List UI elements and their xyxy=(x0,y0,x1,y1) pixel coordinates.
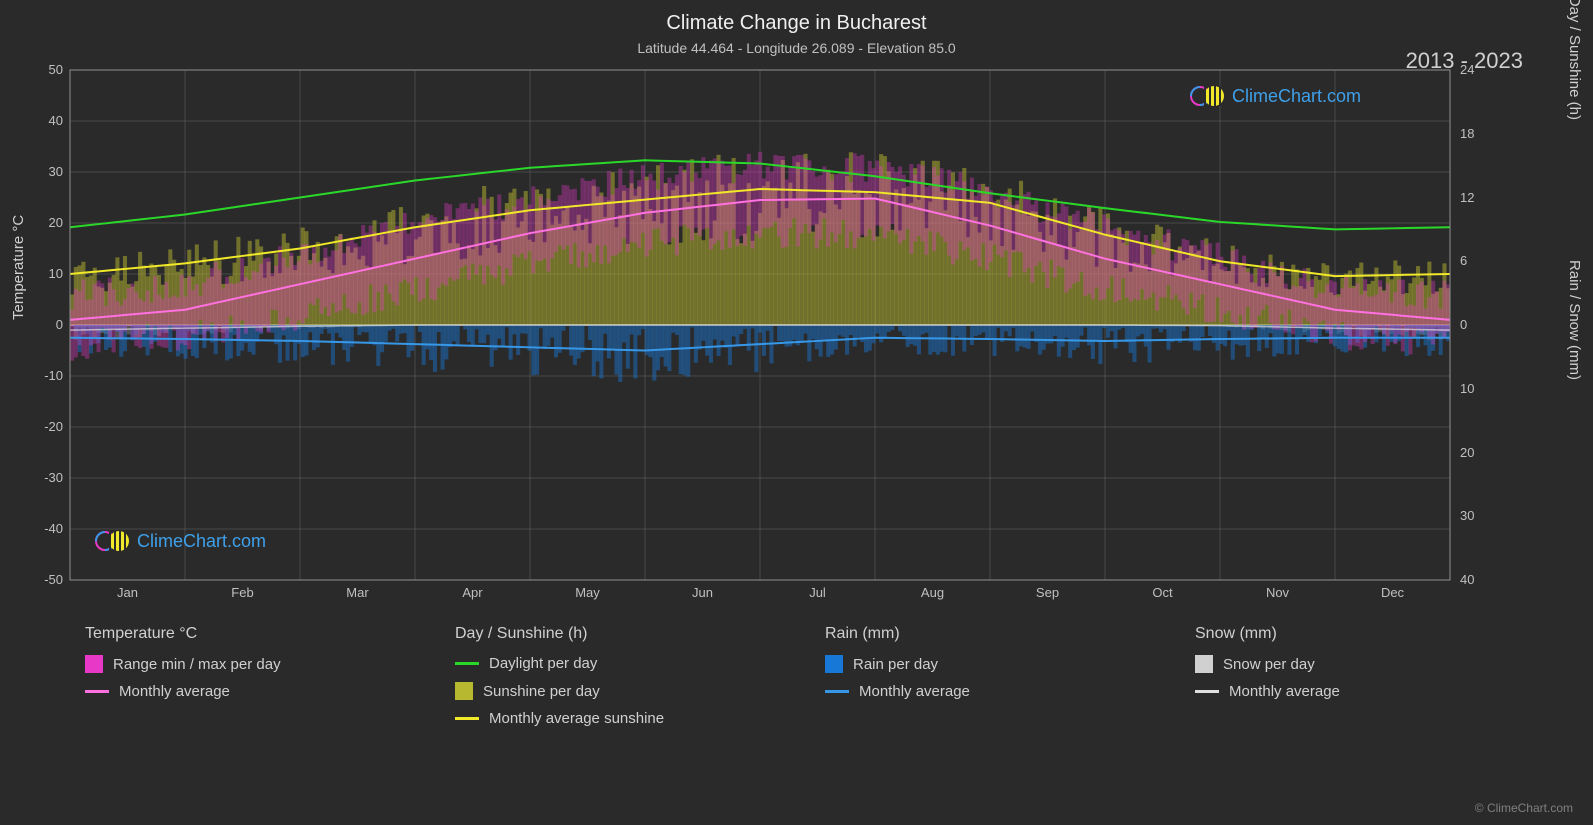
y-left-tick: 0 xyxy=(23,317,63,332)
legend-header: Rain (mm) xyxy=(825,625,1135,643)
logo-icon xyxy=(1190,85,1226,107)
y-right-bottom-tick: 20 xyxy=(1460,445,1474,460)
y-left-tick: -50 xyxy=(23,572,63,587)
legend-item: Sunshine per day xyxy=(455,682,765,700)
y-left-tick: -20 xyxy=(23,419,63,434)
legend-swatch xyxy=(1195,655,1213,673)
legend-swatch xyxy=(455,662,479,665)
legend-item: Monthly average xyxy=(1195,683,1505,700)
x-month-tick: Jul xyxy=(798,585,838,600)
x-month-tick: Sep xyxy=(1028,585,1068,600)
legend-item: Monthly average xyxy=(85,683,395,700)
logo-text: ClimeChart.com xyxy=(137,531,266,552)
legend-header: Day / Sunshine (h) xyxy=(455,625,765,643)
legend-label: Monthly average xyxy=(119,683,230,700)
y-left-tick: 30 xyxy=(23,164,63,179)
legend-item: Monthly average xyxy=(825,683,1135,700)
legend-col-snow: Snow (mm) Snow per day Monthly average xyxy=(1195,625,1505,737)
x-month-tick: Apr xyxy=(453,585,493,600)
legend-label: Rain per day xyxy=(853,656,938,673)
x-month-tick: Jun xyxy=(683,585,723,600)
x-month-tick: Mar xyxy=(338,585,378,600)
y-left-tick: 50 xyxy=(23,62,63,77)
legend-item: Monthly average sunshine xyxy=(455,710,765,727)
legend-col-rain: Rain (mm) Rain per day Monthly average xyxy=(825,625,1135,737)
legend-swatch xyxy=(455,717,479,720)
y-right-bottom-tick: 30 xyxy=(1460,508,1474,523)
legend-swatch xyxy=(825,655,843,673)
x-month-tick: Nov xyxy=(1258,585,1298,600)
y-right-top-tick: 18 xyxy=(1460,126,1474,141)
y-right-top-tick: 6 xyxy=(1460,253,1467,268)
legend-item: Daylight per day xyxy=(455,655,765,672)
y-left-tick: 10 xyxy=(23,266,63,281)
legend-label: Monthly average sunshine xyxy=(489,710,664,727)
logo-top: ClimeChart.com xyxy=(1190,85,1361,107)
y-right-top-tick: 24 xyxy=(1460,62,1474,77)
legend-label: Monthly average xyxy=(1229,683,1340,700)
y-right-bottom-tick: 10 xyxy=(1460,381,1474,396)
legend-header: Temperature °C xyxy=(85,625,395,643)
logo-text: ClimeChart.com xyxy=(1232,86,1361,107)
logo-bottom: ClimeChart.com xyxy=(95,530,266,552)
legend-item: Range min / max per day xyxy=(85,655,395,673)
y-right-top-tick: 12 xyxy=(1460,190,1474,205)
legend-label: Monthly average xyxy=(859,683,970,700)
y-left-tick: 40 xyxy=(23,113,63,128)
x-month-tick: Jan xyxy=(108,585,148,600)
y-right-top-tick: 0 xyxy=(1460,317,1467,332)
y-left-tick: -40 xyxy=(23,521,63,536)
y-left-tick: -30 xyxy=(23,470,63,485)
legend: Temperature °C Range min / max per day Mo… xyxy=(85,625,1505,737)
x-month-tick: Oct xyxy=(1143,585,1183,600)
legend-col-daylight: Day / Sunshine (h) Daylight per day Sunsh… xyxy=(455,625,765,737)
legend-swatch xyxy=(1195,690,1219,693)
legend-swatch xyxy=(455,682,473,700)
legend-swatch xyxy=(85,690,109,693)
legend-swatch xyxy=(825,690,849,693)
x-month-tick: Aug xyxy=(913,585,953,600)
legend-label: Range min / max per day xyxy=(113,656,281,673)
x-month-tick: Feb xyxy=(223,585,263,600)
x-month-tick: Dec xyxy=(1373,585,1413,600)
x-month-tick: May xyxy=(568,585,608,600)
y-left-tick: 20 xyxy=(23,215,63,230)
legend-item: Rain per day xyxy=(825,655,1135,673)
y-left-tick: -10 xyxy=(23,368,63,383)
legend-label: Snow per day xyxy=(1223,656,1315,673)
legend-header: Snow (mm) xyxy=(1195,625,1505,643)
copyright: © ClimeChart.com xyxy=(1475,801,1573,815)
legend-swatch xyxy=(85,655,103,673)
legend-label: Sunshine per day xyxy=(483,683,600,700)
logo-icon xyxy=(95,530,131,552)
y-right-bottom-tick: 40 xyxy=(1460,572,1474,587)
legend-col-temperature: Temperature °C Range min / max per day Mo… xyxy=(85,625,395,737)
legend-label: Daylight per day xyxy=(489,655,597,672)
legend-item: Snow per day xyxy=(1195,655,1505,673)
